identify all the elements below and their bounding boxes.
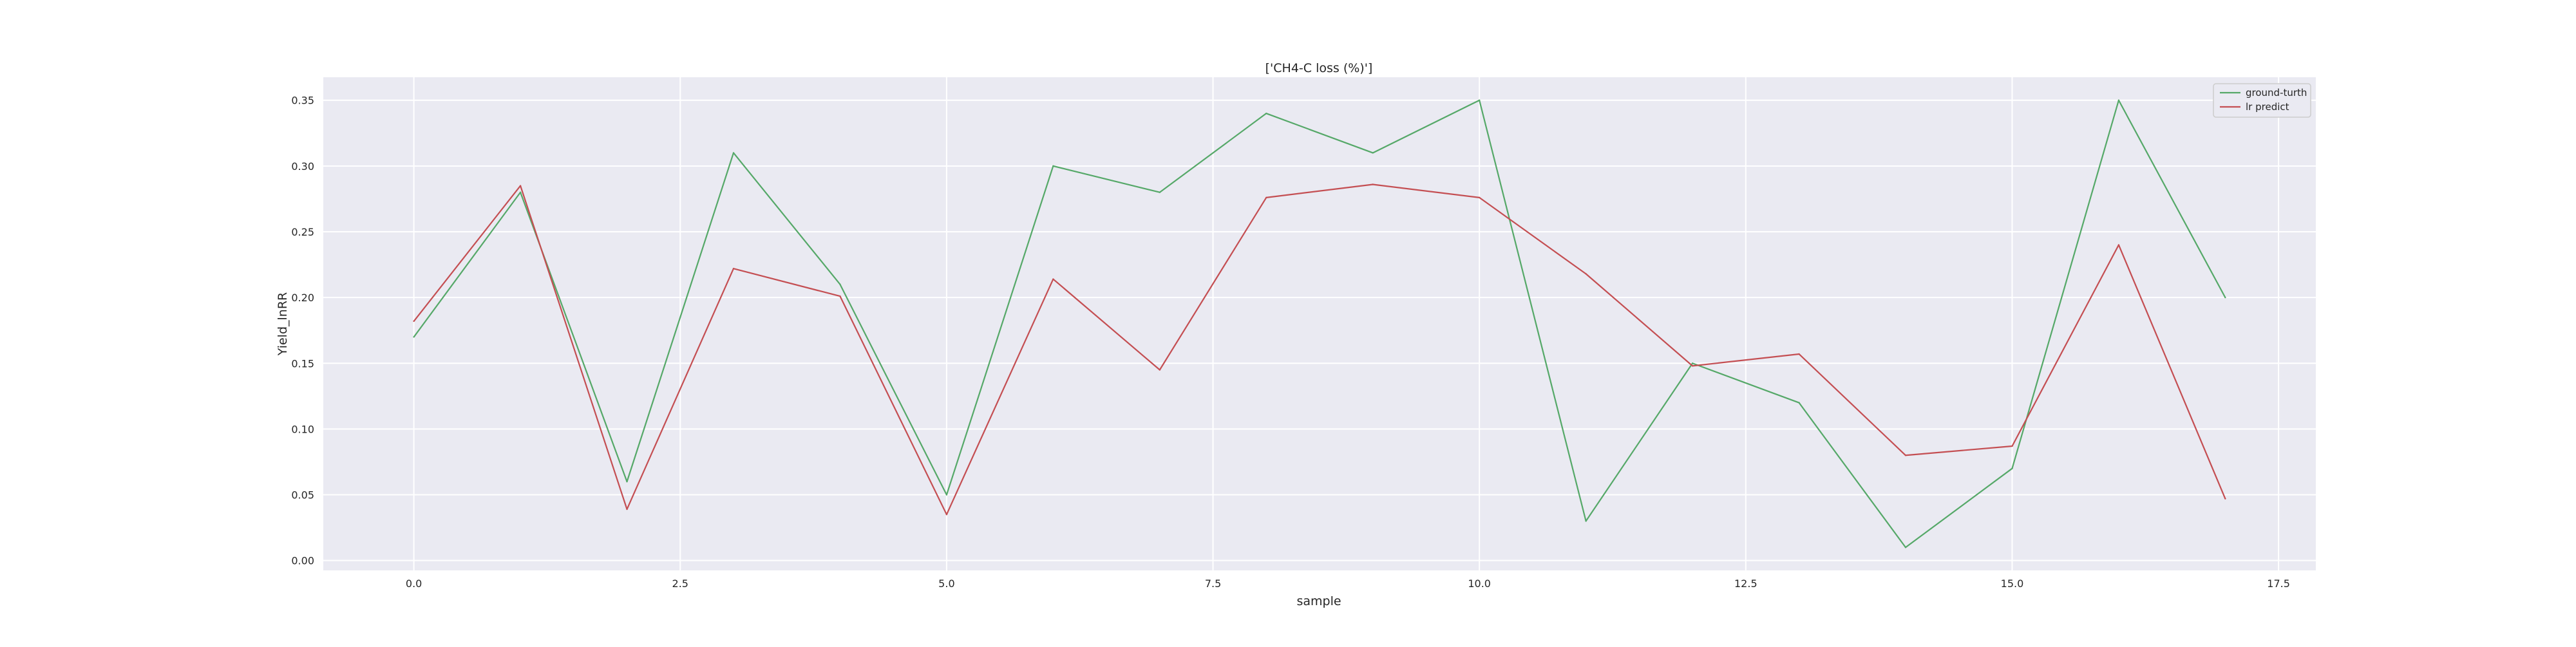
data-point bbox=[1478, 196, 1481, 199]
x-axis-ticks: 0.0 2.5 5.0 7.5 10.0 12.5 15.0 17.5 bbox=[406, 577, 2290, 590]
y-tick-label: 0.00 bbox=[291, 555, 314, 567]
x-tick-label: 5.0 bbox=[938, 577, 954, 590]
series-line bbox=[413, 183, 2226, 516]
data-point bbox=[413, 320, 415, 323]
data-point bbox=[413, 336, 415, 338]
series-2 bbox=[413, 183, 2226, 516]
series-1 bbox=[413, 99, 2226, 549]
data-point bbox=[2011, 467, 2013, 469]
series-line bbox=[413, 99, 2226, 549]
data-point bbox=[519, 185, 522, 187]
legend-item: lr predict bbox=[2220, 101, 2289, 113]
data-point bbox=[626, 508, 628, 511]
data-point bbox=[1159, 191, 1161, 193]
data-point bbox=[2117, 244, 2120, 246]
y-tick-label: 0.05 bbox=[291, 489, 314, 502]
x-tick-label: 0.0 bbox=[406, 577, 422, 590]
y-tick-label: 0.20 bbox=[291, 292, 314, 304]
y-tick-label: 0.35 bbox=[291, 95, 314, 107]
data-point bbox=[2117, 99, 2120, 101]
data-point bbox=[1585, 273, 1587, 275]
data-point bbox=[1372, 183, 1374, 185]
legend: ground-turth lr predict bbox=[2213, 83, 2311, 118]
x-tick-label: 7.5 bbox=[1205, 577, 1221, 590]
data-series bbox=[413, 99, 2226, 549]
data-point bbox=[1691, 362, 1694, 364]
data-point bbox=[1052, 278, 1054, 280]
data-point bbox=[2224, 498, 2226, 500]
x-tick-label: 12.5 bbox=[1734, 577, 1757, 590]
data-point bbox=[945, 513, 948, 516]
data-point bbox=[1052, 165, 1054, 167]
x-axis-label: sample bbox=[1296, 594, 1341, 608]
data-point bbox=[2011, 445, 2013, 447]
data-point bbox=[1265, 112, 1267, 115]
data-point bbox=[1798, 353, 1800, 355]
legend-item: ground-turth bbox=[2220, 87, 2307, 98]
grid-lines bbox=[323, 77, 2316, 570]
y-tick-label: 0.15 bbox=[291, 357, 314, 370]
data-point bbox=[2224, 296, 2226, 299]
data-point bbox=[1904, 547, 1907, 549]
y-axis-ticks: 0.00 0.05 0.10 0.15 0.20 0.25 0.30 0.35 bbox=[291, 95, 314, 567]
data-point bbox=[732, 268, 735, 270]
data-point bbox=[1372, 152, 1374, 154]
y-axis-label: Yield_lnRR bbox=[276, 292, 290, 356]
x-tick-label: 15.0 bbox=[2001, 577, 2024, 590]
data-point bbox=[839, 295, 841, 297]
data-point bbox=[839, 283, 841, 285]
data-point bbox=[519, 191, 522, 193]
x-tick-label: 10.0 bbox=[1468, 577, 1491, 590]
y-tick-label: 0.30 bbox=[291, 160, 314, 173]
y-tick-label: 0.10 bbox=[291, 423, 314, 435]
data-point bbox=[1904, 455, 1907, 456]
plot-area bbox=[323, 77, 2316, 570]
legend-label: lr predict bbox=[2246, 101, 2289, 113]
data-point bbox=[1159, 369, 1161, 371]
x-tick-label: 17.5 bbox=[2267, 577, 2290, 590]
data-point bbox=[626, 480, 628, 483]
data-point bbox=[1691, 365, 1694, 367]
data-point bbox=[1585, 520, 1587, 522]
y-tick-label: 0.25 bbox=[291, 226, 314, 238]
data-point bbox=[732, 152, 735, 154]
data-point bbox=[1265, 196, 1267, 199]
legend-label: ground-turth bbox=[2246, 87, 2307, 98]
data-point bbox=[1478, 99, 1481, 101]
x-tick-label: 2.5 bbox=[672, 577, 688, 590]
data-point bbox=[1798, 402, 1800, 404]
data-point bbox=[945, 494, 948, 496]
chart-title: ['CH4-C loss (%)'] bbox=[1265, 61, 1373, 75]
